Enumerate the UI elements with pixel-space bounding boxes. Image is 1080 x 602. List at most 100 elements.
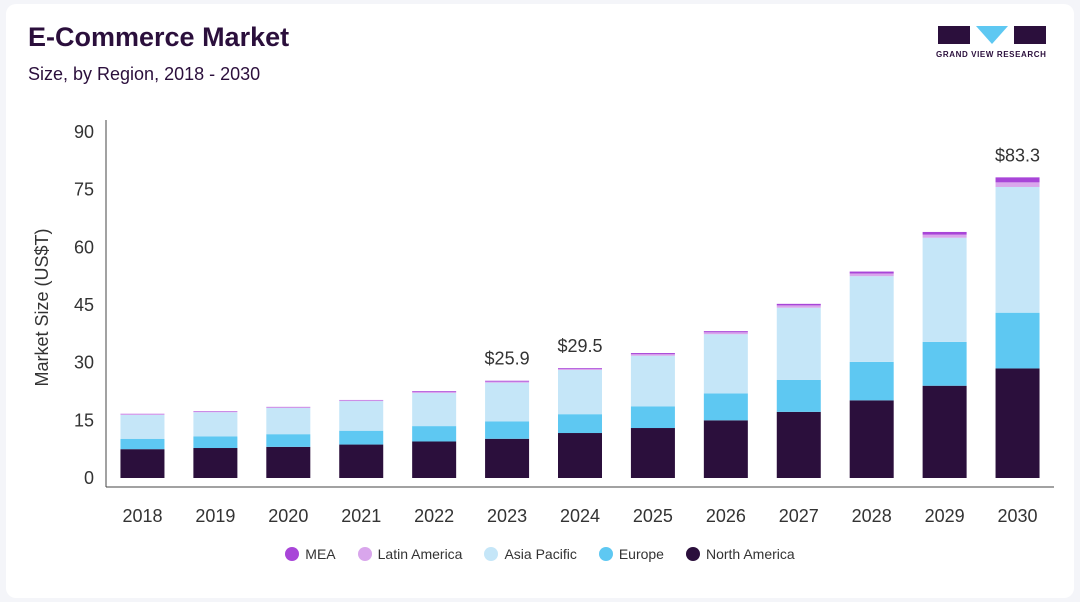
grand-view-research-logo — [938, 26, 1046, 44]
bar-mea-2027 — [776, 303, 821, 306]
bar-latin-america-2028 — [849, 273, 894, 277]
bar-stack-2023 — [485, 380, 530, 478]
bar-latin-america-2023 — [485, 381, 530, 383]
bar-mea-2026 — [703, 331, 748, 333]
bar-north-america-2018 — [120, 449, 165, 478]
bar-latin-america-2027 — [776, 305, 821, 308]
chart-subtitle: Size, by Region, 2018 - 2030 — [28, 64, 261, 84]
bar-europe-2029 — [922, 341, 967, 386]
bar-stack-2026 — [703, 331, 748, 478]
bar-latin-america-2021 — [339, 400, 384, 402]
x-tick-label: 2028 — [852, 506, 892, 526]
bar-mea-2028 — [849, 271, 894, 274]
bar-stack-2025 — [630, 353, 675, 478]
bar-europe-2030 — [995, 312, 1040, 369]
chart-card — [6, 4, 1074, 598]
bar-stack-2027 — [776, 303, 821, 478]
x-tick-label: 2027 — [779, 506, 819, 526]
bar-latin-america-2019 — [193, 411, 238, 413]
x-tick-label: 2030 — [998, 506, 1038, 526]
legend-label: North America — [705, 546, 795, 562]
x-tick-label: 2024 — [560, 506, 600, 526]
bar-stack-2024 — [558, 368, 602, 478]
bar-mea-2023 — [485, 380, 530, 382]
bar-mea-2024 — [558, 368, 602, 369]
y-tick-label: 15 — [74, 410, 94, 430]
x-tick-label: 2025 — [633, 506, 673, 526]
logo-text: GRAND VIEW RESEARCH — [936, 50, 1047, 59]
legend-swatch — [685, 547, 700, 561]
legend-item-latin-america: Latin America — [357, 546, 462, 562]
x-tick-label: 2029 — [925, 506, 965, 526]
x-tick-label: 2022 — [414, 506, 454, 526]
bar-stack-2029 — [922, 231, 967, 478]
y-tick-label: 60 — [74, 237, 94, 257]
bar-asia-pacific-2018 — [120, 414, 165, 439]
bar-asia-pacific-2024 — [558, 369, 602, 415]
logo-block-right — [1014, 26, 1046, 44]
x-tick-label: 2023 — [487, 506, 527, 526]
x-tick-label: 2019 — [195, 506, 235, 526]
bar-asia-pacific-2026 — [703, 334, 748, 394]
bar-latin-america-2026 — [703, 332, 748, 335]
bar-stack-2018 — [120, 413, 165, 478]
x-tick-label: 2020 — [268, 506, 308, 526]
total-label-2023: $25.9 — [485, 349, 530, 369]
bar-asia-pacific-2021 — [339, 401, 384, 431]
bar-north-america-2026 — [703, 420, 748, 478]
bar-asia-pacific-2028 — [849, 276, 894, 362]
bar-asia-pacific-2022 — [412, 393, 457, 427]
legend-label: MEA — [305, 546, 336, 562]
bar-stack-2030 — [995, 177, 1040, 478]
bar-asia-pacific-2023 — [485, 382, 530, 422]
bar-latin-america-2025 — [630, 354, 675, 356]
bar-europe-2026 — [703, 393, 748, 421]
legend-item-europe: Europe — [598, 546, 664, 562]
chart-legend: MEA Latin America Asia Pacific Europe North … — [0, 546, 1080, 562]
bar-asia-pacific-2030 — [995, 186, 1040, 313]
bar-asia-pacific-2020 — [266, 408, 311, 435]
bar-north-america-2027 — [776, 411, 821, 478]
legend-item-mea: MEA — [285, 546, 336, 562]
bar-europe-2020 — [266, 434, 311, 447]
bar-north-america-2024 — [558, 433, 602, 478]
bar-latin-america-2029 — [922, 234, 967, 238]
legend-label: Asia Pacific — [504, 546, 577, 562]
bar-north-america-2022 — [412, 441, 457, 478]
bar-stack-2020 — [266, 406, 311, 478]
annotations: $25.9 $29.5 $83.3 — [485, 145, 1041, 368]
legend-item-asia-pacific: Asia Pacific — [484, 546, 577, 562]
legend-item-north-america: North America — [685, 546, 795, 562]
logo-block-left — [938, 26, 970, 44]
bar-europe-2023 — [485, 421, 530, 439]
bar-europe-2025 — [630, 406, 675, 429]
total-label-2024: $29.5 — [557, 336, 602, 356]
bar-north-america-2020 — [266, 446, 311, 478]
logo-chevron — [976, 26, 1008, 44]
chart-title: E-Commerce Market — [28, 22, 290, 52]
bar-europe-2024 — [558, 414, 602, 434]
legend-swatch — [285, 547, 300, 561]
bar-north-america-2021 — [339, 444, 384, 478]
legend-swatch — [484, 547, 499, 561]
bars — [120, 177, 1040, 478]
total-label-2030: $83.3 — [995, 145, 1040, 165]
bar-north-america-2029 — [922, 385, 967, 478]
bar-north-america-2023 — [485, 438, 530, 478]
bar-stack-2019 — [193, 411, 238, 478]
y-tick-label: 45 — [74, 295, 94, 315]
bar-asia-pacific-2019 — [193, 412, 238, 437]
bar-europe-2022 — [412, 426, 457, 442]
legend-swatch — [357, 547, 372, 561]
legend-swatch — [598, 547, 613, 561]
legend-label: Europe — [618, 546, 664, 562]
y-tick-label: 90 — [74, 122, 94, 142]
bar-mea-2029 — [922, 231, 967, 235]
y-tick-label: 0 — [84, 468, 94, 488]
bar-europe-2028 — [849, 361, 894, 401]
y-tick-label: 75 — [74, 180, 94, 200]
bar-north-america-2025 — [630, 428, 675, 478]
bar-asia-pacific-2027 — [776, 307, 821, 380]
bar-europe-2027 — [776, 379, 821, 412]
